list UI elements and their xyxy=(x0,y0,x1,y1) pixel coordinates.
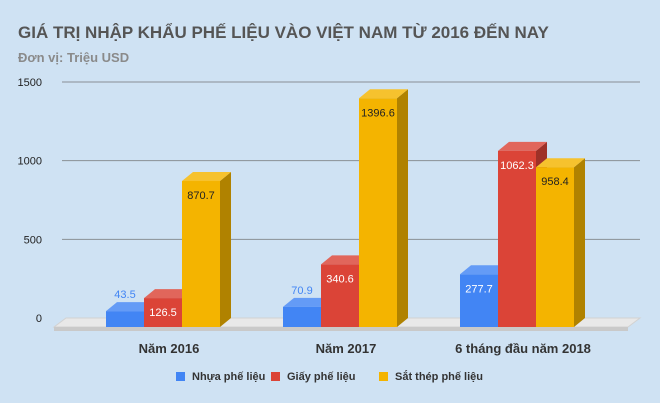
bar-top xyxy=(359,89,408,99)
bar: 958.4 xyxy=(536,158,585,327)
data-label: 43.5 xyxy=(114,289,135,301)
bar-top xyxy=(106,302,155,312)
data-label: 126.5 xyxy=(149,307,177,319)
x-axis: Năm 2016 Năm 2017 6 tháng đầu năm 2018 xyxy=(139,341,591,356)
legend-label: Nhựa phế liệu xyxy=(192,371,265,383)
data-label: 958.4 xyxy=(541,176,569,188)
bar-top xyxy=(283,297,332,307)
y-tick-label: 500 xyxy=(24,234,42,246)
bars-layer: 43.5 126.5 870.7 70.9 340.6 1396.6 277.7 1062.3… xyxy=(106,89,585,327)
legend-label: Sắt thép phế liệu xyxy=(395,370,483,383)
data-label: 1062.3 xyxy=(500,160,534,172)
x-tick-label: Năm 2016 xyxy=(139,341,200,356)
bar-top xyxy=(182,172,231,182)
y-tick-label: 0 xyxy=(36,313,42,325)
legend-item: Sắt thép phế liệu xyxy=(379,370,483,383)
bar-top xyxy=(144,289,193,299)
bar-front xyxy=(144,298,182,327)
bar-top xyxy=(536,158,585,168)
y-tick-label: 1000 xyxy=(18,156,42,168)
legend-swatch xyxy=(176,372,185,381)
bar-front xyxy=(536,167,574,327)
bar: 870.7 xyxy=(182,172,231,327)
x-tick-label: 6 tháng đầu năm 2018 xyxy=(455,341,591,356)
y-tick-label: 1500 xyxy=(18,77,42,89)
data-label: 340.6 xyxy=(326,273,354,285)
legend-label: Giấy phế liệu xyxy=(287,371,355,383)
legend: Nhựa phế liệu Giấy phế liệu Sắt thép phế l… xyxy=(176,370,483,383)
bar-side xyxy=(220,172,231,327)
chart-floor-edge xyxy=(54,327,628,331)
bar-front xyxy=(283,306,321,327)
bar-top xyxy=(498,141,547,151)
bar: 1396.6 xyxy=(359,89,408,327)
bar-top xyxy=(321,255,370,265)
bar-front xyxy=(106,311,144,327)
bar-side xyxy=(397,89,408,327)
legend-item: Giấy phế liệu xyxy=(271,371,355,383)
legend-swatch xyxy=(379,372,388,381)
bar-top xyxy=(460,265,509,275)
bar-front xyxy=(321,264,359,327)
legend-item: Nhựa phế liệu xyxy=(176,371,265,383)
data-label: 277.7 xyxy=(465,283,493,295)
bar-side xyxy=(574,158,585,327)
legend-swatch xyxy=(271,372,280,381)
data-label: 1396.6 xyxy=(361,107,395,119)
chart-title: GIÁ TRỊ NHẬP KHẨU PHẾ LIỆU VÀO VIỆT NAM … xyxy=(18,23,549,42)
x-tick-label: Năm 2017 xyxy=(316,341,377,356)
bar-front xyxy=(498,150,536,327)
chart-subtitle: Đơn vị: Triệu USD xyxy=(18,50,129,65)
bar-front xyxy=(182,181,220,327)
data-label: 870.7 xyxy=(187,190,215,202)
bar-front xyxy=(359,98,397,327)
data-label: 70.9 xyxy=(291,285,312,297)
bar-front xyxy=(460,274,498,327)
